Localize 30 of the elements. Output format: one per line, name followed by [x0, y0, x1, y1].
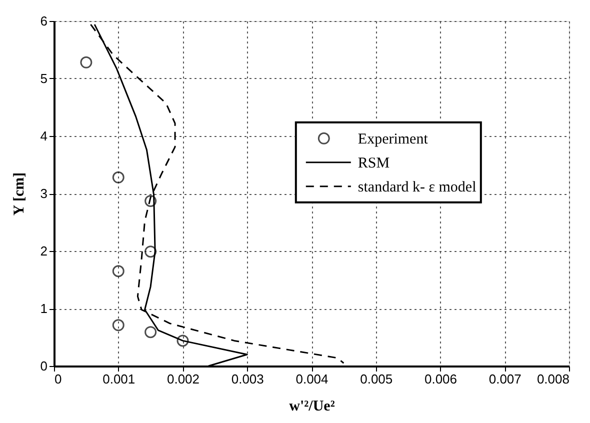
x-tick-label: 0.002 — [166, 372, 200, 386]
point — [144, 194, 157, 207]
legend-label: standard k- ε model — [358, 179, 476, 196]
x-tick-label: 0 — [54, 372, 62, 386]
point — [112, 171, 124, 184]
x-tick-label: 0.007 — [488, 372, 522, 386]
point — [80, 56, 92, 68]
x-axis-title: w'²/Ue² — [289, 398, 336, 414]
legend-label: RSM — [358, 155, 390, 172]
y-tick-label: 6 — [40, 14, 48, 28]
y-tick-label: 3 — [40, 186, 48, 201]
point — [112, 265, 124, 278]
point — [176, 334, 189, 347]
y-tick-label: 1 — [40, 301, 48, 316]
point — [144, 246, 157, 258]
y-axis-title: Y [cm] — [11, 172, 28, 216]
point — [144, 326, 157, 338]
x-tick-label: 0.005 — [360, 372, 393, 386]
x-tick-label: 0.001 — [102, 372, 136, 386]
legend-label: Experiment — [358, 131, 429, 148]
x-tick-label: 0.003 — [231, 372, 264, 386]
y-tick-label: 2 — [40, 244, 48, 258]
x-tick-label: 0.006 — [424, 372, 458, 386]
x-tick-label: 0.008 — [536, 372, 570, 386]
y-tick-label: 0 — [40, 358, 48, 374]
y-tick-label: 5 — [40, 71, 48, 86]
line-series — [90, 24, 344, 364]
x-tick-label: 0.004 — [296, 372, 328, 386]
point — [112, 319, 124, 332]
y-tick-label: 4 — [40, 128, 48, 144]
